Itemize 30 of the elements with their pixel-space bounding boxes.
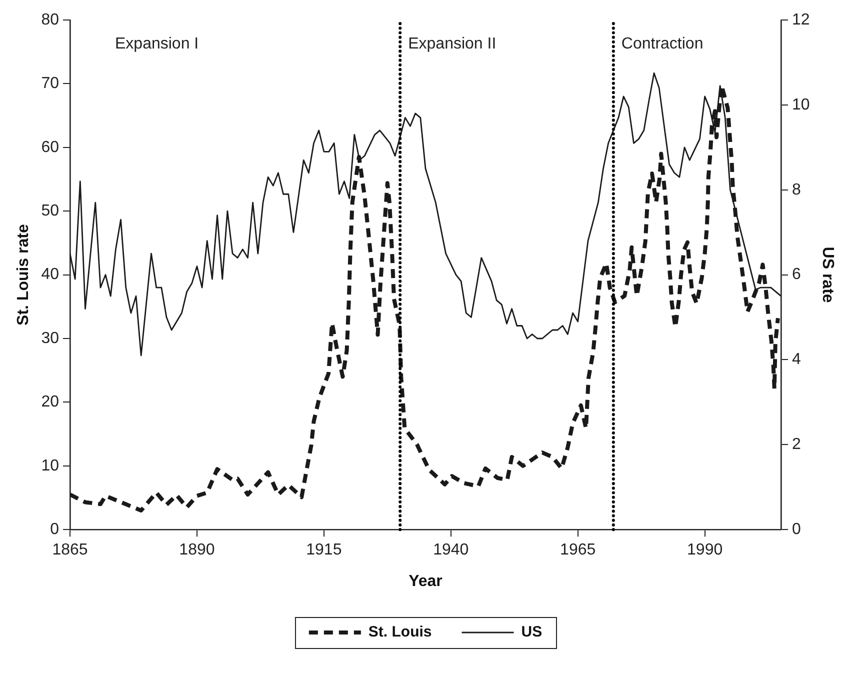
y-tick-label: 40	[41, 266, 60, 284]
y-tick-label: 50	[41, 202, 60, 220]
y-tick-label: 20	[41, 394, 60, 411]
y-tick-label: 0	[50, 521, 60, 538]
x-tick-label: 1965	[560, 542, 596, 559]
y2-tick-label: 10	[792, 96, 810, 114]
y2-tick-label: 6	[792, 266, 802, 284]
annotation: Contraction	[621, 35, 704, 52]
x-tick-label: 1890	[179, 542, 215, 559]
x-tick-label: 1865	[52, 542, 88, 559]
x-tick-label: 1990	[687, 542, 723, 559]
y-tick-label: 70	[41, 75, 60, 92]
x-tick-label: 1915	[306, 542, 342, 559]
x-tick-label: 1940	[433, 542, 469, 559]
legend-label: US	[521, 624, 542, 641]
legend-label: St. Louis	[368, 624, 432, 641]
y2-tick-label: 2	[792, 436, 802, 454]
y-tick-label: 30	[41, 330, 60, 347]
y2-tick-label: 0	[792, 521, 802, 538]
y-tick-label: 60	[41, 138, 60, 156]
annotation: Expansion I	[114, 35, 199, 52]
x-axis-title: Year	[408, 572, 442, 590]
y2-tick-label: 12	[792, 11, 810, 28]
y-tick-label: 10	[41, 457, 60, 474]
y2-tick-label: 4	[792, 351, 802, 368]
y-tick-label: 80	[41, 11, 60, 28]
annotation: Expansion II	[408, 35, 496, 52]
y2-axis-title: US rate	[818, 246, 836, 303]
y2-tick-label: 8	[792, 181, 802, 198]
y-axis-title: St. Louis rate	[15, 224, 32, 326]
